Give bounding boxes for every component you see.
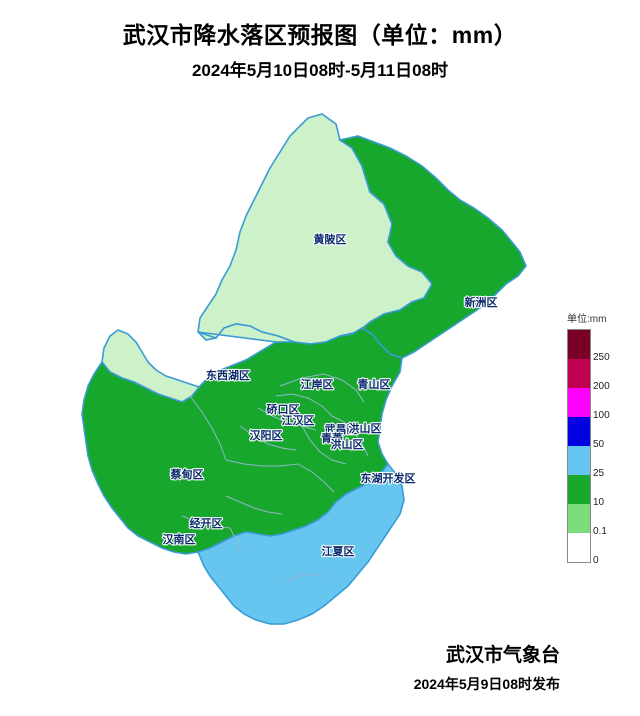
page-subtitle: 2024年5月10日08时-5月11日08时 — [191, 61, 449, 80]
legend-tick-200: 200 — [593, 381, 610, 392]
legend-tick-0.1: 0.1 — [593, 526, 607, 537]
district-shape-jiangxia[interactable] — [196, 462, 405, 625]
district-label-hongshan-2: 洪山区 — [331, 437, 364, 451]
district-label-jiangxia: 江夏区 — [322, 544, 355, 558]
legend-cell-5 — [568, 475, 590, 504]
page-title: 武汉市降水落区预报图（单位：mm） — [122, 22, 518, 48]
legend-tick-0: 0 — [593, 555, 599, 566]
legend-tick-250: 250 — [593, 352, 610, 363]
district-label-xinzhou: 新洲区 — [465, 295, 498, 309]
legend-cell-1 — [568, 359, 590, 388]
district-label-jianghan: 江汉区 — [282, 413, 315, 427]
precipitation-map: 黄陂区 新洲区 东西湖区 江岸区 青山区 硚口区 江汉区 武昌区 汉阳区 青菱 … — [40, 96, 560, 656]
legend-tick-50: 50 — [593, 439, 605, 450]
legend-cell-3 — [568, 417, 590, 446]
district-label-qingling: 青菱 — [321, 431, 343, 445]
district-label-huangpi: 黄陂区 — [314, 232, 347, 246]
district-boundaries — [181, 373, 369, 583]
legend-tick-100: 100 — [593, 410, 610, 421]
district-label-hanyang: 汉阳区 — [250, 428, 283, 442]
legend-bar-wrap: 250 200 100 50 25 10 0.1 0 — [565, 329, 627, 619]
district-label-hannan: 汉南区 — [163, 532, 196, 546]
legend-tick-labels: 250 200 100 50 25 10 0.1 0 — [593, 329, 633, 619]
legend-unit-label: 单位:mm — [567, 314, 607, 325]
district-label-donghu-kaifaqu: 东湖开发区 — [361, 471, 416, 485]
legend-cell-7 — [568, 533, 590, 562]
district-label-wuchang: 武昌区 — [325, 422, 358, 436]
district-label-jiangan: 江岸区 — [301, 377, 334, 391]
district-label-jingkaiqu: 经开区 — [190, 516, 223, 530]
district-label-qiaokou: 硚口区 — [267, 403, 300, 416]
legend-cell-2 — [568, 388, 590, 417]
legend-cell-4 — [568, 446, 590, 475]
legend-cell-0 — [568, 330, 590, 359]
district-label-dongxihu: 东西湖区 — [206, 368, 250, 382]
legend-tick-10: 10 — [593, 497, 605, 508]
footer-issued-date: 2024年5月9日08时发布 — [413, 676, 560, 692]
district-shape-xinzhou[interactable] — [337, 135, 527, 359]
district-label-qingshan: 青山区 — [358, 377, 391, 391]
legend-tick-25: 25 — [593, 468, 605, 479]
map-svg: 黄陂区 新洲区 东西湖区 江岸区 青山区 硚口区 江汉区 武昌区 汉阳区 青菱 … — [81, 113, 527, 625]
legend-cell-6 — [568, 504, 590, 533]
district-label-caidian: 蔡甸区 — [170, 467, 204, 481]
legend-color-bar — [567, 329, 591, 563]
footer-organization: 武汉市气象台 — [445, 645, 560, 666]
legend: 单位:mm 250 200 100 50 25 10 0.1 0 — [565, 310, 635, 619]
district-label-hongshan: 洪山区 — [349, 421, 382, 435]
